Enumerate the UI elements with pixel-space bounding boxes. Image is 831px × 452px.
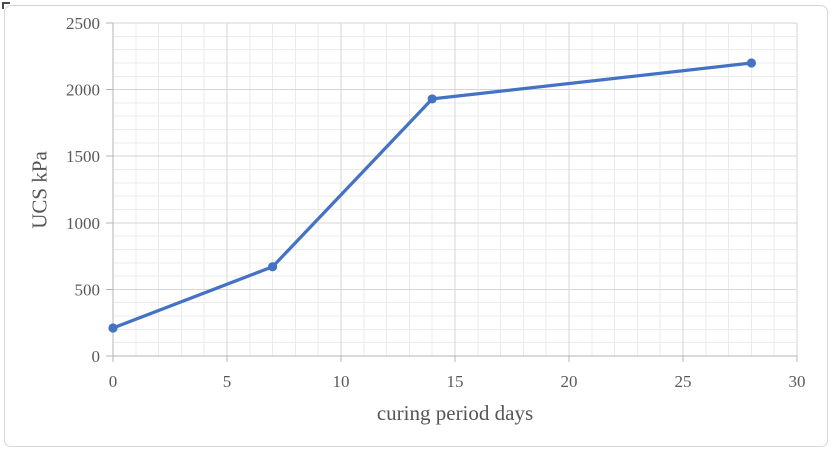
cursor-artifact [2, 2, 10, 9]
y-tick-label: 2500 [66, 14, 100, 33]
chart-border[interactable] [4, 5, 828, 447]
x-tick-label: 15 [447, 372, 464, 391]
x-tick-label: 0 [109, 372, 118, 391]
x-axis-title: curing period days [376, 401, 534, 425]
y-tick-label: 1500 [66, 147, 100, 166]
data-point[interactable] [108, 323, 118, 333]
x-tick-label: 10 [333, 372, 350, 391]
data-point[interactable] [268, 262, 278, 272]
series-line[interactable] [111, 61, 754, 330]
x-tick-label: 20 [561, 372, 578, 391]
y-tick-label: 2000 [66, 81, 100, 100]
y-tick-label: 500 [75, 280, 101, 299]
y-tick-label: 0 [92, 347, 101, 366]
data-point[interactable] [427, 94, 437, 104]
x-tick-label: 5 [223, 372, 232, 391]
y-tick-label: 1000 [66, 214, 100, 233]
y-axis-title: UCS kPa [27, 151, 52, 229]
x-tick-label: 25 [675, 372, 692, 391]
data-point[interactable] [746, 58, 757, 68]
x-tick-label: 30 [789, 372, 806, 391]
